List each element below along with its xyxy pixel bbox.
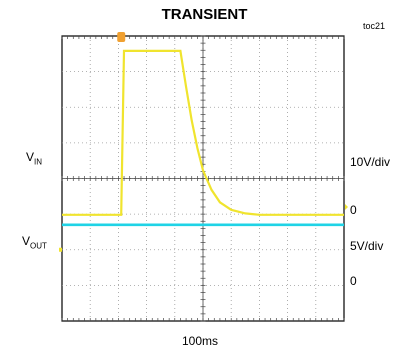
- vin-trace: [62, 49, 344, 216]
- time-scale-label: 100ms: [182, 334, 219, 348]
- trigger-marker: [117, 32, 126, 42]
- traces: [62, 49, 344, 227]
- markers: [59, 32, 348, 252]
- vin-label: VIN: [26, 150, 43, 167]
- vin-scale-label: 10V/div: [350, 155, 391, 169]
- chart-title: TRANSIENT: [161, 6, 248, 23]
- figure-id: toc21: [362, 21, 385, 31]
- vin-zero-label: 0: [350, 203, 357, 217]
- grid: [61, 35, 345, 322]
- vout-scale-label: 5V/div: [350, 239, 384, 253]
- vout-label: VOUT: [22, 234, 47, 251]
- vout-zero-label: 0: [350, 274, 357, 288]
- vin-ground-marker: [59, 247, 62, 252]
- vin-level-marker: [345, 204, 348, 210]
